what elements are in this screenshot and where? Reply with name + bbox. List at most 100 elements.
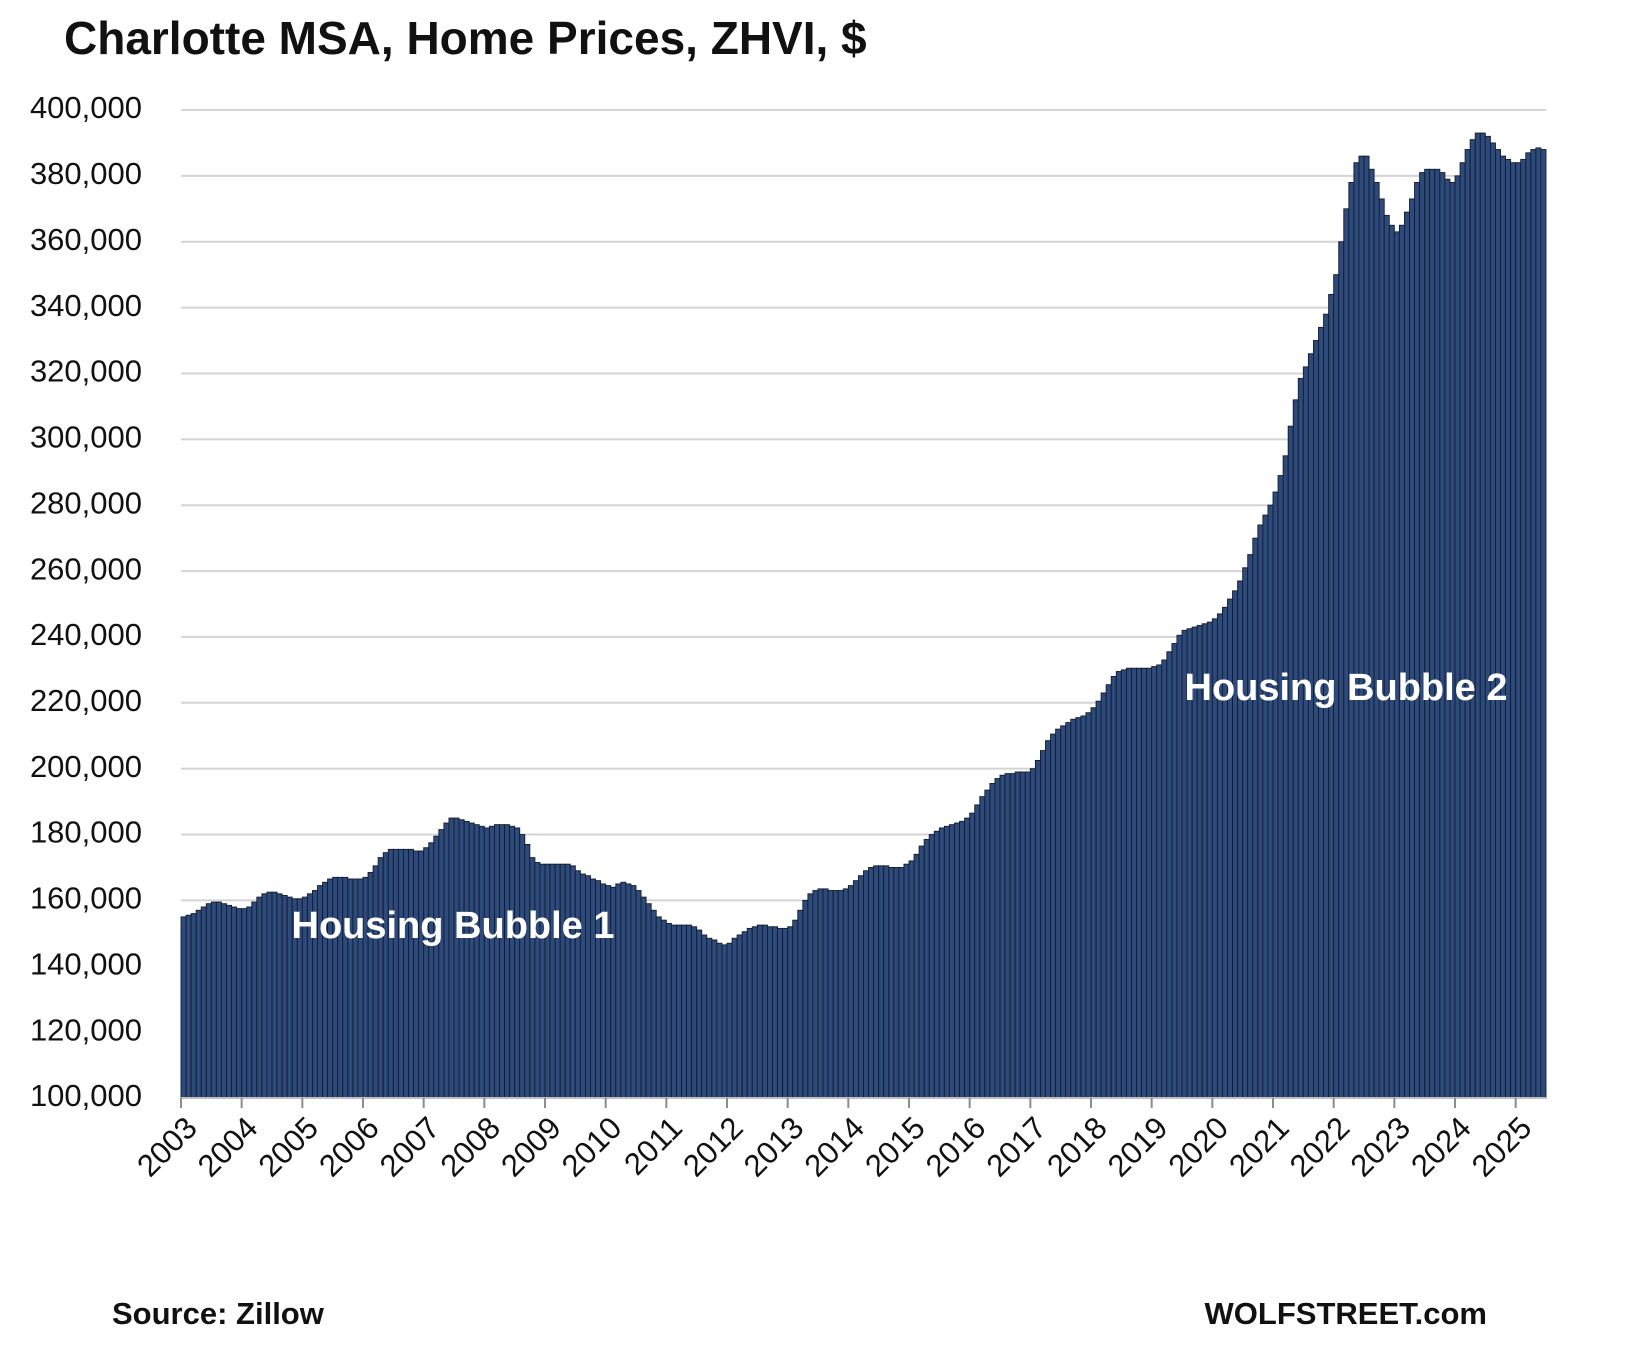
bar (766, 926, 773, 1099)
bar (1500, 155, 1507, 1099)
bar (377, 857, 384, 1099)
bar (1530, 149, 1537, 1099)
bar (468, 822, 475, 1099)
bar (797, 909, 804, 1099)
bar (772, 926, 779, 1099)
bar (1424, 168, 1431, 1099)
bar (423, 847, 430, 1099)
bar (1358, 155, 1365, 1099)
bar (696, 929, 703, 1099)
bar (1055, 728, 1062, 1099)
bar (1459, 162, 1466, 1099)
x-tick-label: 2024 (1404, 1110, 1478, 1184)
bar (539, 863, 546, 1099)
bar (428, 842, 435, 1099)
x-tick-label: 2007 (373, 1110, 447, 1184)
bar (994, 778, 1001, 1099)
x-tick-label: 2016 (919, 1110, 993, 1184)
bar (1277, 475, 1284, 1099)
bar (1439, 172, 1446, 1099)
y-tick-label: 280,000 (30, 485, 142, 520)
bar (453, 817, 460, 1099)
bar (534, 862, 541, 1099)
bar (1454, 175, 1461, 1099)
x-tick-label: 2019 (1101, 1110, 1175, 1184)
y-tick-label: 360,000 (30, 222, 142, 257)
bar (615, 883, 622, 1099)
bar (711, 939, 718, 1099)
x-tick-label: 2015 (858, 1110, 932, 1184)
bar (1095, 700, 1102, 1099)
bar (1383, 214, 1390, 1099)
y-tick-label: 340,000 (30, 288, 142, 323)
bar (408, 848, 415, 1099)
bar (1318, 326, 1325, 1099)
bar (1343, 208, 1350, 1099)
bar (1474, 132, 1481, 1099)
credit: WOLFSTREET.com (1205, 1296, 1487, 1331)
bar (1540, 149, 1547, 1099)
bar (827, 890, 834, 1099)
source: Source: Zillow (112, 1296, 325, 1331)
bar (620, 881, 627, 1099)
bar (1110, 676, 1117, 1099)
bar (842, 888, 849, 1099)
bar (1287, 425, 1294, 1099)
bar (787, 926, 794, 1099)
bar (519, 834, 526, 1099)
bar (933, 830, 940, 1099)
x-tick-label: 2003 (130, 1110, 204, 1184)
bar (918, 845, 925, 1099)
bar (1378, 198, 1385, 1099)
bar (1479, 132, 1486, 1099)
bar (382, 852, 389, 1099)
bar (231, 906, 238, 1099)
bar (1257, 524, 1264, 1099)
bar (822, 888, 829, 1099)
bar (1151, 666, 1158, 1099)
x-tick-label: 2018 (1040, 1110, 1114, 1184)
bar (721, 944, 728, 1099)
bar (948, 824, 955, 1099)
bar (493, 824, 500, 1099)
bar (888, 867, 895, 1099)
bar (1262, 514, 1269, 1099)
bar (812, 890, 819, 1099)
bar (1429, 168, 1436, 1099)
bar (959, 820, 966, 1099)
bar (741, 931, 748, 1099)
bar (433, 835, 440, 1099)
x-tick-label: 2025 (1465, 1110, 1539, 1184)
bar (1348, 182, 1355, 1099)
bar (402, 848, 409, 1099)
y-tick-label: 320,000 (30, 354, 142, 389)
bar (1004, 773, 1011, 1099)
bar (706, 937, 713, 1099)
bar (200, 906, 207, 1099)
bar (923, 839, 930, 1099)
bar (1363, 155, 1370, 1099)
bar (928, 834, 935, 1099)
annotation: Housing Bubble 1 (292, 905, 615, 947)
bar (276, 893, 283, 1099)
bar (878, 865, 885, 1099)
bar (1120, 669, 1127, 1099)
y-tick-label: 140,000 (30, 946, 142, 981)
x-tick-label: 2023 (1344, 1110, 1418, 1184)
bar (837, 890, 844, 1099)
bar (847, 885, 854, 1099)
bar (1136, 667, 1143, 1099)
bar (1469, 139, 1476, 1099)
bar (893, 867, 900, 1099)
bar (1024, 771, 1031, 1099)
bar (251, 901, 258, 1099)
bar (913, 853, 920, 1099)
bar (802, 899, 809, 1099)
bar (509, 825, 516, 1099)
bar (701, 934, 708, 1099)
bar (514, 827, 521, 1099)
bar (190, 913, 197, 1099)
bar (630, 885, 637, 1099)
bar (483, 827, 490, 1099)
